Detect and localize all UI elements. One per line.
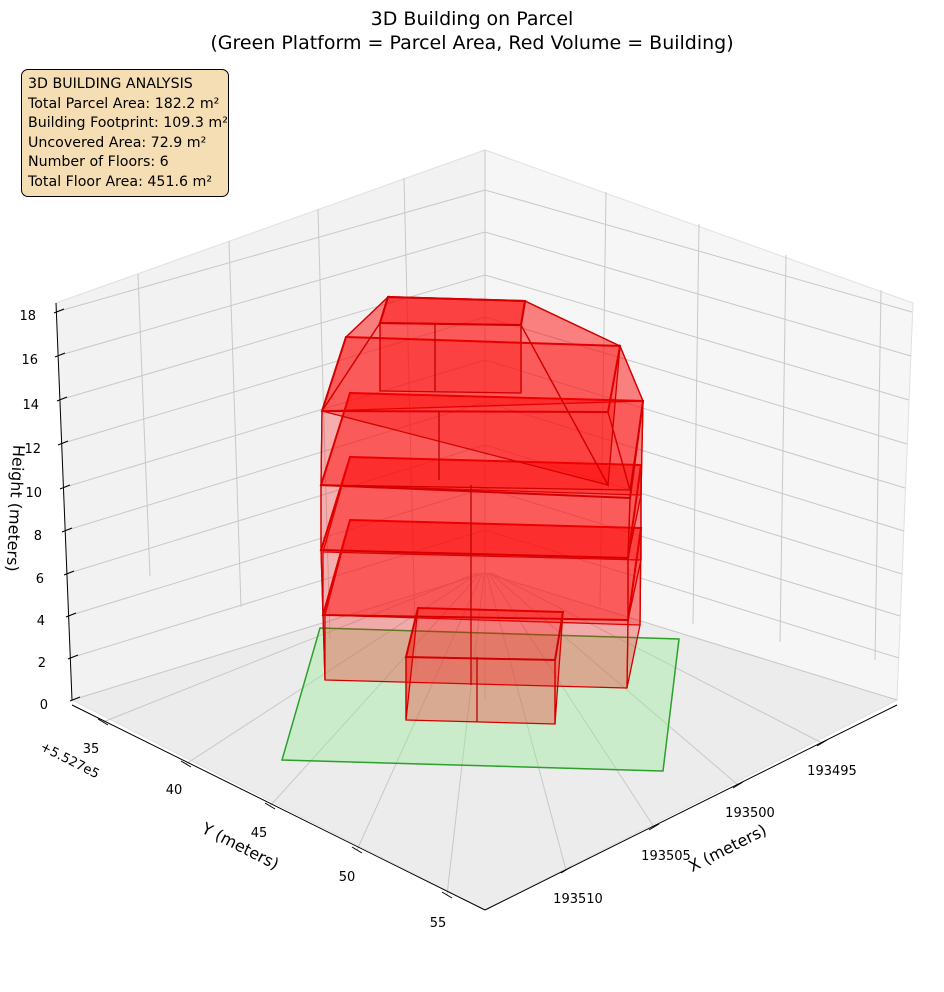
x-axis-line <box>484 704 898 911</box>
x-tick-mark <box>816 739 828 747</box>
x-gridline <box>486 572 567 871</box>
x-gridline <box>487 572 655 828</box>
y-wall-gridline <box>403 177 417 670</box>
y-tick-label-55: 55 <box>430 916 447 931</box>
x-gridline <box>489 572 739 786</box>
chart-title-line1: 3D Building on Parcel <box>371 8 574 30</box>
axis-ticks <box>53 308 828 899</box>
floor-1-annex-box-face <box>405 656 556 725</box>
x-wall-gridline <box>779 254 787 643</box>
y-tick-label-35: 35 <box>83 742 100 757</box>
z-tick-label-6: 6 <box>36 572 44 587</box>
z-tick-mark <box>61 527 73 533</box>
x-tick-label-193495: 193495 <box>807 764 857 779</box>
x-wall-gridline <box>874 289 882 661</box>
z-tick-mark <box>56 396 68 402</box>
x-tick-label-193510: 193510 <box>553 892 603 907</box>
z-tick-label-4: 4 <box>37 614 45 629</box>
x-wall-gridline <box>692 223 700 625</box>
z-axis-label: Height (meters) <box>3 444 29 572</box>
grid-lines <box>55 150 913 896</box>
z-tick-label-0: 0 <box>40 698 48 713</box>
y-wall-gridline <box>228 240 242 608</box>
floor-3-box-face <box>319 391 645 500</box>
y-tick-mark <box>180 760 192 768</box>
y-wall-gridline <box>137 273 151 577</box>
z-tick-mark <box>63 570 75 576</box>
z-tick-mark <box>65 612 77 618</box>
z-tick-label-10: 10 <box>25 486 42 501</box>
y-tick-label-40: 40 <box>166 783 183 798</box>
z-tick-mark <box>54 352 66 358</box>
y-gridline <box>185 572 480 765</box>
info-total-parcel-area: Total Parcel Area: 182.2 m² <box>28 95 220 112</box>
y-axis-line <box>71 704 486 911</box>
floor-1-annex-box <box>404 606 565 725</box>
info-building-footprint: Building Footprint: 109.3 m² <box>28 115 228 132</box>
floor-2-box-face <box>320 549 629 621</box>
z-tick-label-2: 2 <box>38 656 46 671</box>
y-gridline <box>102 572 478 723</box>
floor-6-box-face <box>378 295 527 327</box>
info-total-floor-area: Total Floor Area: 451.6 m² <box>28 173 213 190</box>
z-tick-mark <box>57 440 69 446</box>
x-tick-label-193505: 193505 <box>641 849 691 864</box>
x-tick-mark <box>560 866 572 874</box>
x-tick-mark <box>732 781 744 789</box>
y-tick-label-45: 45 <box>251 826 268 841</box>
x-axis-label: X (meters) <box>685 820 769 876</box>
info-num-floors: Number of Floors: 6 <box>28 154 169 171</box>
building-volume <box>319 294 645 725</box>
chart-title-line2: (Green Platform = Parcel Area, Red Volum… <box>210 32 733 54</box>
x-gridline <box>491 572 823 744</box>
y-tick-mark <box>97 718 109 726</box>
y-tick-mark <box>441 891 453 899</box>
x-tick-mark <box>648 823 660 831</box>
x-tick-label-193500: 193500 <box>725 806 775 821</box>
floor-6-box <box>378 295 527 394</box>
z-tick-mark <box>53 308 65 314</box>
z-axis-line <box>55 302 73 701</box>
z-tick-label-14: 14 <box>22 398 39 413</box>
y-axis-label: Y (meters) <box>198 818 282 873</box>
z-tick-label-12: 12 <box>24 442 41 457</box>
floor-1-annex-box-face <box>404 606 565 662</box>
info-uncovered-area: Uncovered Area: 72.9 m² <box>28 134 207 151</box>
y-tick-mark <box>351 846 363 854</box>
floor-3-box <box>319 391 645 559</box>
z-tick-label-8: 8 <box>34 529 42 544</box>
y-wall-gridline <box>317 208 331 639</box>
floor-1-box <box>321 518 643 689</box>
y-gridline <box>269 572 482 807</box>
y-tick-mark <box>264 802 276 810</box>
z-tick-mark <box>69 696 81 702</box>
z-tick-label-18: 18 <box>19 309 36 324</box>
floor-2-box <box>319 455 643 621</box>
z-tick-label-16: 16 <box>21 353 38 368</box>
z-tick-mark <box>67 654 79 660</box>
info-heading: 3D BUILDING ANALYSIS <box>28 76 193 92</box>
floor-6-box-face <box>379 322 522 394</box>
analysis-info-box: 3D BUILDING ANALYSIS Total Parcel Area: … <box>21 69 229 197</box>
y-tick-label-50: 50 <box>339 870 356 885</box>
z-tick-mark <box>59 484 71 490</box>
y-gridline <box>446 572 485 896</box>
